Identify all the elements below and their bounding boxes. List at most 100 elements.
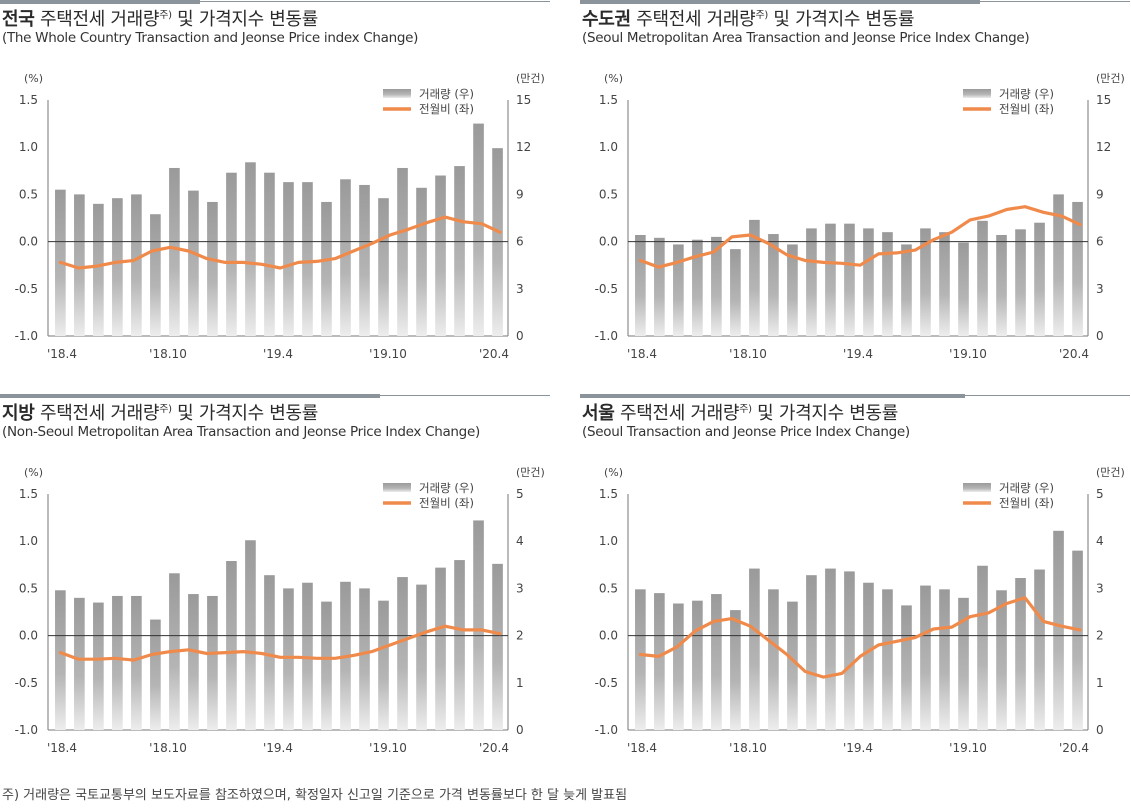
panel-seoul: 서울 주택전세 거래량주) 및 가격지수 변동률 (Seoul Transact… (580, 394, 1131, 794)
left-unit-label: (%) (604, 466, 623, 479)
right-unit-label: (만건) (1096, 466, 1125, 479)
price-change-line (638, 205, 1082, 269)
volume-bar (749, 568, 760, 730)
volume-bar (283, 182, 294, 336)
volume-bar (454, 560, 465, 730)
legend-bar-label: 거래량 (우) (999, 87, 1054, 101)
title-tail: 및 가격지수 변동률 (171, 9, 319, 30)
x-tick-label: '18.4 (627, 347, 657, 361)
volume-bar (844, 571, 855, 730)
volume-bar (825, 568, 836, 730)
volume-bar (302, 182, 313, 336)
left-tick-label: -1.0 (595, 723, 618, 737)
title-footnote-mark: 주) (159, 10, 172, 21)
volume-bar (920, 228, 931, 336)
volume-bar (226, 172, 237, 336)
title-region: 서울 (582, 403, 615, 424)
right-tick-label: 4 (516, 534, 524, 548)
x-tick-label: '18.10 (729, 741, 767, 755)
left-unit-label: (%) (24, 466, 43, 479)
right-tick-label: 3 (516, 581, 524, 595)
right-tick-label: 6 (1096, 235, 1104, 249)
volume-bar (1072, 550, 1083, 730)
x-tick-label: '19.10 (369, 347, 407, 361)
left-tick-label: 1.0 (599, 140, 618, 154)
volume-bar (977, 565, 988, 730)
right-tick-label: 6 (516, 235, 524, 249)
right-tick-label: 5 (1096, 487, 1104, 501)
volume-bar (378, 600, 389, 730)
left-unit-label: (%) (604, 72, 623, 85)
left-tick-label: 0.5 (19, 187, 38, 201)
left-tick-label: 1.0 (599, 534, 618, 548)
volume-bar (901, 244, 912, 336)
left-tick-label: 1.0 (19, 534, 38, 548)
volume-bar (1072, 201, 1083, 336)
combo-chart: (%) (만건) -1.0 -0.5 0.0 0.5 1.0 1.5 0 3 6 9 12 15 '18.4… (15, 72, 545, 361)
volume-bar (93, 602, 104, 730)
x-tick-label: '19.4 (843, 347, 873, 361)
left-tick-label: -0.5 (15, 676, 38, 690)
volume-bar (264, 172, 275, 336)
volume-bar (226, 561, 237, 730)
volume-bar (654, 237, 665, 336)
title-main: 주택전세 거래량 (34, 403, 160, 424)
volume-bar (454, 166, 465, 336)
volume-bar (635, 589, 646, 730)
volume-bar (768, 589, 779, 730)
right-unit-label: (만건) (516, 72, 545, 85)
left-tick-label: 1.5 (599, 93, 618, 107)
volume-bar (939, 232, 950, 336)
x-tick-label: '18.4 (47, 347, 77, 361)
price-change-line (638, 596, 1082, 679)
volume-bar (939, 589, 950, 730)
left-tick-label: -0.5 (595, 282, 618, 296)
volume-bar (787, 601, 798, 730)
volume-bar (863, 582, 874, 730)
volume-bar (996, 590, 1007, 730)
volume-bar (1053, 194, 1064, 336)
volume-bar (673, 244, 684, 336)
legend-bar-swatch (963, 483, 991, 492)
left-tick-label: 0.5 (19, 581, 38, 595)
volume-bar (397, 167, 408, 336)
volume-bar (1015, 229, 1026, 336)
panel-capital-area: 수도권 주택전세 거래량주) 및 가격지수 변동률 (Seoul Metropo… (580, 0, 1131, 400)
volume-bar (359, 588, 370, 730)
volume-bar (1034, 222, 1045, 336)
panel-nationwide: 전국 주택전세 거래량주) 및 가격지수 변동률 (The Whole Coun… (0, 0, 560, 400)
title-main: 주택전세 거래량 (630, 9, 756, 30)
volume-bar (787, 244, 798, 336)
volume-bar (711, 236, 722, 336)
price-change-line (58, 624, 502, 662)
volume-bar (844, 223, 855, 336)
volume-bar (416, 187, 427, 336)
left-tick-label: -0.5 (15, 282, 38, 296)
legend-bar-swatch (963, 89, 991, 98)
legend-bar-swatch (383, 483, 411, 492)
combo-chart: (%) (만건) -1.0 -0.5 0.0 0.5 1.0 1.5 0 3 6 9 12 15 '18.4… (595, 72, 1125, 361)
title-tail: 및 가격지수 변동률 (767, 9, 915, 30)
right-tick-label: 12 (1096, 140, 1111, 154)
volume-bar (397, 577, 408, 730)
volume-bar (150, 619, 161, 730)
panel-non-capital: 지방 주택전세 거래량주) 및 가격지수 변동률 (Non-Seoul Metr… (0, 394, 560, 794)
volume-bar (188, 190, 199, 336)
right-tick-label: 3 (1096, 581, 1104, 595)
volume-bar (1015, 578, 1026, 730)
volume-bar (958, 242, 969, 336)
volume-bar (901, 605, 912, 730)
legend-line-label: 전월비 (좌) (419, 102, 474, 116)
x-tick-label: '18.4 (47, 741, 77, 755)
title-accent-bar (0, 0, 200, 4)
volume-bar (207, 201, 218, 336)
title-footnote-mark: 주) (739, 404, 752, 415)
volume-bar (473, 520, 484, 730)
chart-title: 수도권 주택전세 거래량주) 및 가격지수 변동률 (582, 5, 915, 31)
left-tick-label: -1.0 (595, 329, 618, 343)
left-tick-label: 0.0 (599, 629, 618, 643)
right-tick-label: 0 (516, 329, 524, 343)
volume-bar (150, 214, 161, 336)
volume-bar (435, 567, 446, 730)
right-unit-label: (만건) (1096, 72, 1125, 85)
